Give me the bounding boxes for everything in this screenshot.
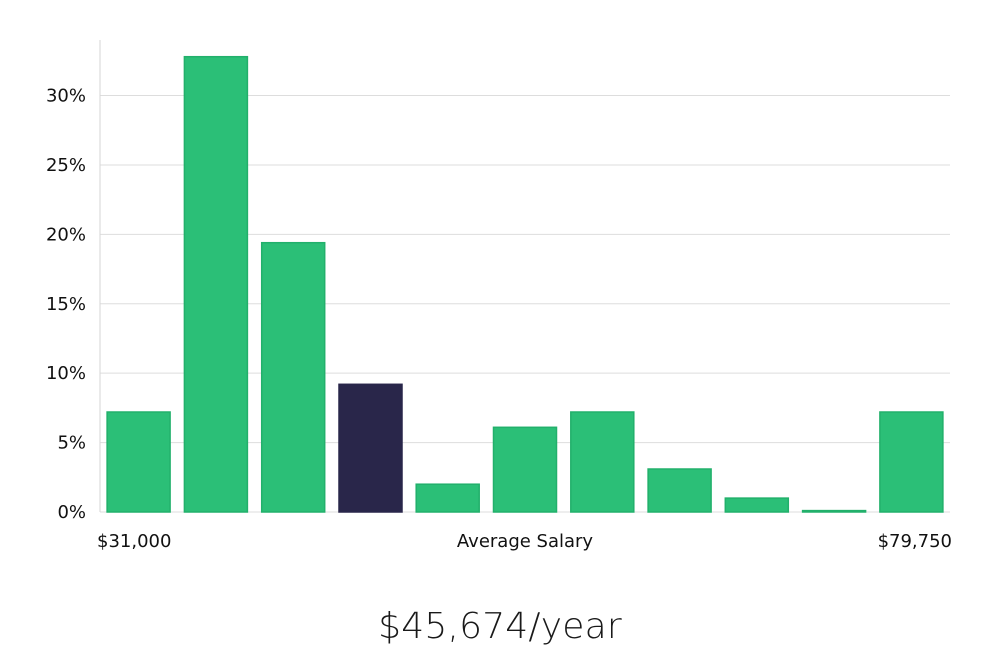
- bar: [260, 241, 326, 513]
- salary-histogram-chart: 0% 5% 10% 15% 20% 25% 30% $31,000 Average Sala…: [46, 40, 952, 552]
- x-axis-min-label: $31,000: [97, 531, 171, 552]
- y-axis-tick-labels: 0% 5% 10% 15% 20% 25% 30%: [46, 86, 86, 523]
- y-tick-label: 10%: [46, 363, 86, 384]
- average-salary-value: $45,674/year: [378, 606, 622, 647]
- y-tick-label: 30%: [46, 86, 86, 107]
- bars: [106, 55, 944, 513]
- x-axis-max-label: $79,750: [878, 531, 952, 552]
- x-axis-title: Average Salary: [457, 531, 594, 552]
- y-tick-label: 25%: [46, 155, 86, 176]
- bar: [492, 426, 558, 513]
- y-tick-label: 20%: [46, 224, 86, 245]
- bar-highlighted: [338, 383, 403, 513]
- bar: [106, 411, 171, 513]
- y-tick-label: 5%: [57, 433, 86, 454]
- bar: [183, 55, 249, 513]
- bar: [724, 497, 790, 513]
- bar: [415, 483, 480, 513]
- bar: [801, 509, 867, 513]
- bar: [879, 411, 944, 513]
- bar: [647, 468, 712, 513]
- y-tick-label: 0%: [57, 502, 86, 523]
- y-tick-label: 15%: [46, 294, 86, 315]
- bar: [570, 411, 635, 513]
